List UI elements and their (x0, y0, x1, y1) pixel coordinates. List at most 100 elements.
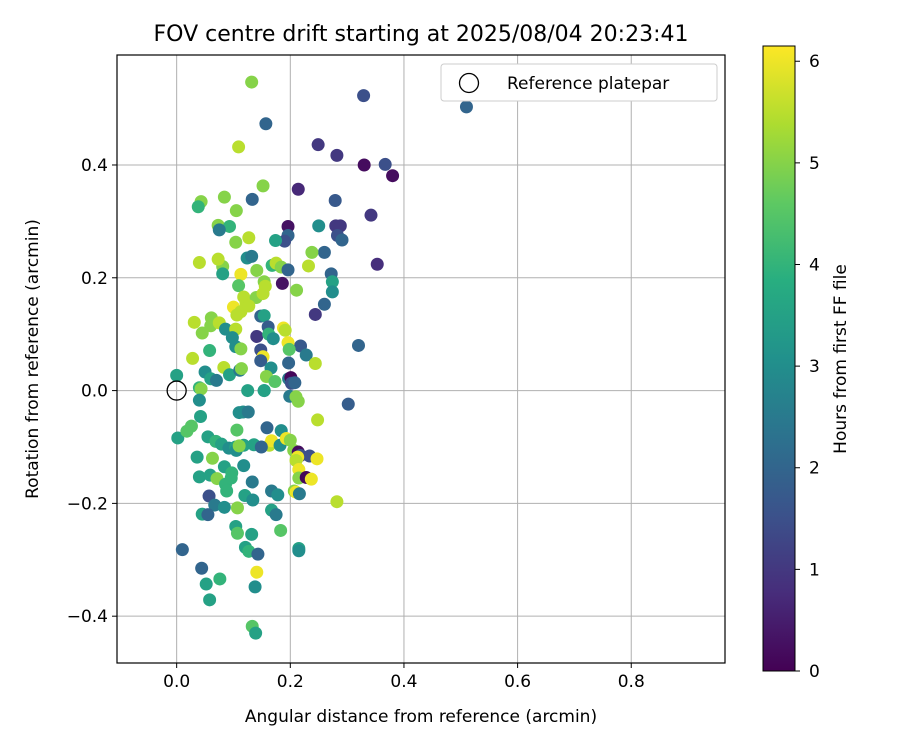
data-point (245, 527, 259, 541)
data-point (223, 368, 237, 382)
data-point (256, 287, 270, 301)
chart-title: FOV centre drift starting at 2025/08/04 … (154, 22, 689, 47)
data-point (330, 495, 344, 509)
plot-frame (116, 54, 726, 664)
data-point (224, 471, 238, 485)
x-axis-ticks: 0.0 0.2 0.4 0.6 0.8 (163, 663, 645, 692)
data-point (281, 219, 295, 233)
data-point (301, 259, 315, 273)
data-point (328, 194, 342, 208)
data-point (245, 75, 259, 89)
data-point (364, 208, 378, 222)
data-point (249, 626, 263, 640)
colorbar-tick-label: 2 (809, 459, 820, 479)
data-point (246, 493, 260, 507)
data-point (232, 279, 246, 293)
data-point (291, 394, 305, 408)
legend-box (440, 63, 718, 102)
data-point (216, 267, 230, 281)
data-point (201, 508, 215, 522)
x-axis-label: Angular distance from reference (arcmin) (245, 707, 597, 727)
colorbar-tick-label: 0 (809, 662, 820, 682)
data-point (230, 423, 244, 437)
data-point (192, 256, 206, 270)
data-point (274, 523, 288, 537)
legend-marker-icon (458, 72, 480, 94)
data-point (266, 332, 280, 346)
legend-label: Reference platepar (507, 74, 669, 94)
data-point (378, 157, 392, 171)
data-point (317, 297, 331, 311)
data-point (248, 580, 262, 594)
data-point (257, 309, 271, 323)
colorbar-tick-label: 1 (809, 560, 820, 580)
data-point (186, 351, 200, 365)
data-point (325, 285, 339, 299)
data-point (229, 235, 243, 249)
data-point (234, 267, 248, 281)
data-point (223, 219, 237, 233)
data-point (203, 593, 217, 607)
data-point (335, 233, 349, 247)
data-point (250, 565, 264, 579)
data-point (271, 488, 285, 502)
x-tick-label: 0.2 (277, 672, 304, 692)
data-point (192, 470, 206, 484)
y-tick-label: 0.4 (81, 156, 108, 176)
data-points (170, 75, 473, 640)
data-point (209, 373, 223, 387)
data-point (386, 169, 400, 183)
data-point (290, 283, 304, 297)
data-point (211, 252, 225, 266)
colorbar-tick-label: 4 (809, 255, 820, 275)
y-tick-label: −0.2 (67, 494, 108, 514)
data-point (220, 484, 234, 498)
data-point (230, 526, 244, 540)
data-point (245, 249, 259, 263)
reference-point-marker (166, 380, 187, 401)
data-point (195, 326, 209, 340)
data-point (281, 263, 295, 277)
data-point (175, 543, 189, 557)
data-point (245, 192, 259, 206)
data-point (269, 508, 283, 522)
data-point (194, 410, 208, 424)
data-point (256, 179, 270, 193)
data-point (254, 354, 268, 368)
data-point (212, 223, 226, 237)
data-point (269, 234, 283, 248)
data-point (288, 376, 302, 390)
data-point (192, 393, 206, 407)
data-point (217, 190, 231, 204)
colorbar-bar (762, 45, 796, 672)
data-point (195, 561, 209, 575)
data-point (351, 338, 365, 352)
data-point (242, 231, 256, 245)
data-point (292, 544, 306, 558)
data-point (199, 577, 213, 591)
data-point (170, 368, 184, 382)
data-point (242, 299, 256, 313)
data-point (459, 100, 473, 114)
data-point (194, 382, 208, 396)
data-point (299, 348, 313, 362)
grid-lines (117, 55, 725, 663)
data-point (237, 459, 251, 473)
data-point (357, 89, 371, 103)
data-point (357, 158, 371, 172)
data-point (241, 384, 255, 398)
data-point (312, 219, 326, 233)
data-point (245, 475, 259, 489)
data-point (325, 275, 339, 289)
data-point (283, 433, 297, 447)
y-axis-label: Rotation from reference (arcmin) (23, 219, 43, 499)
data-point (250, 263, 264, 277)
colorbar-label: Hours from first FF file (831, 264, 851, 454)
data-point (304, 472, 318, 486)
data-point (234, 362, 248, 376)
data-point (282, 342, 296, 356)
data-point (311, 413, 325, 427)
data-point (203, 344, 217, 358)
data-point (260, 421, 274, 435)
data-point (305, 245, 319, 259)
